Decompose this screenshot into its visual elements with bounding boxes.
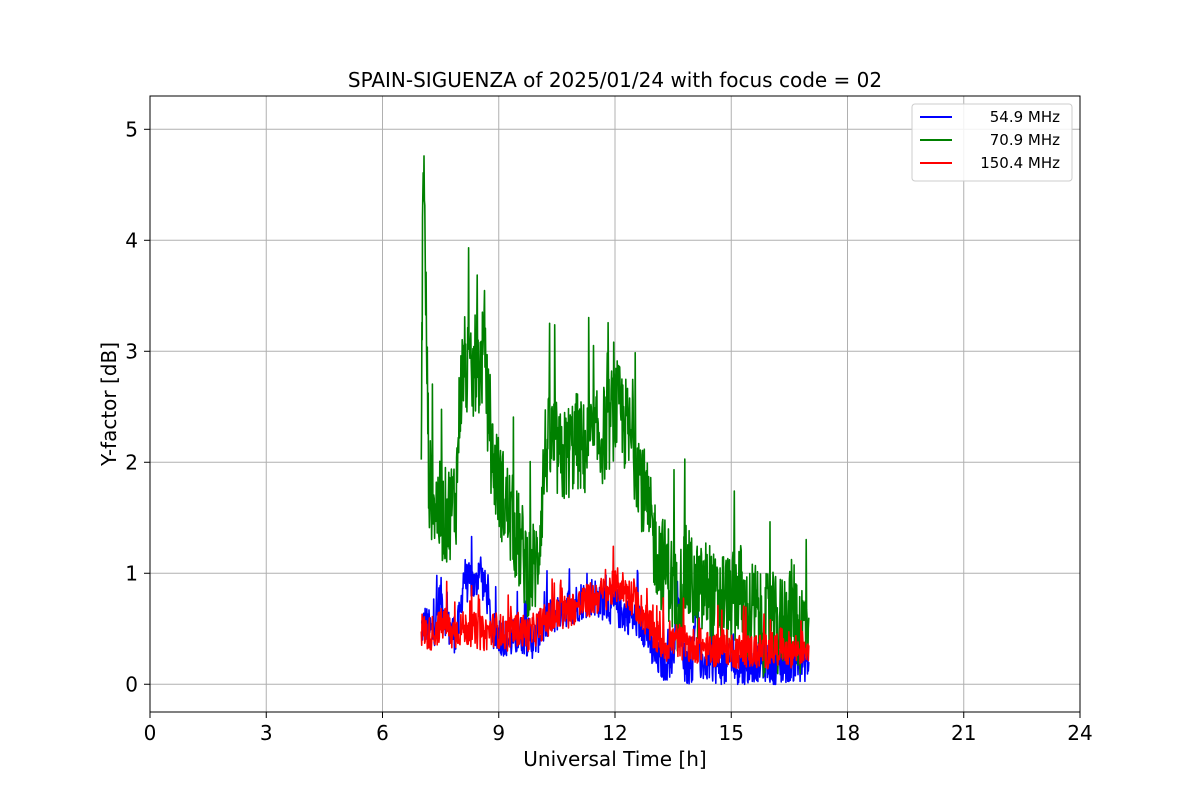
y-axis-label: Y-factor [dB]: [97, 342, 121, 467]
y-tick-label: 0: [125, 672, 138, 696]
legend-label: 70.9 MHz: [990, 131, 1060, 149]
x-tick-label: 24: [1067, 721, 1092, 745]
legend: 54.9 MHz 70.9 MHz 150.4 MHz: [911, 103, 1073, 182]
x-tick-label: 18: [835, 721, 860, 745]
y-axis-ticks: 0 1 2 3 4 5: [125, 117, 150, 696]
x-axis-label: Universal Time [h]: [523, 747, 706, 771]
x-axis-ticks: 0 3 6 9 12 15 18 21 24: [144, 712, 1093, 745]
legend-box: [911, 103, 1073, 182]
x-tick-label: 3: [260, 721, 273, 745]
x-tick-label: 6: [376, 721, 389, 745]
series-layer: [420, 155, 810, 686]
chart-title: SPAIN-SIGUENZA of 2025/01/24 with focus …: [348, 68, 882, 92]
legend-label: 150.4 MHz: [980, 154, 1060, 172]
y-tick-label: 2: [125, 450, 138, 474]
x-tick-label: 12: [602, 721, 627, 745]
x-tick-label: 0: [144, 721, 157, 745]
legend-label: 54.9 MHz: [990, 108, 1060, 126]
y-tick-label: 5: [125, 117, 138, 141]
series-line-150-4-mhz: [420, 545, 810, 670]
x-tick-label: 9: [492, 721, 505, 745]
series-line-70-9-mhz: [420, 155, 810, 678]
y-tick-label: 1: [125, 561, 138, 585]
x-tick-label: 21: [951, 721, 976, 745]
y-tick-label: 3: [125, 339, 138, 363]
y-tick-label: 4: [125, 228, 138, 252]
x-tick-label: 15: [719, 721, 744, 745]
